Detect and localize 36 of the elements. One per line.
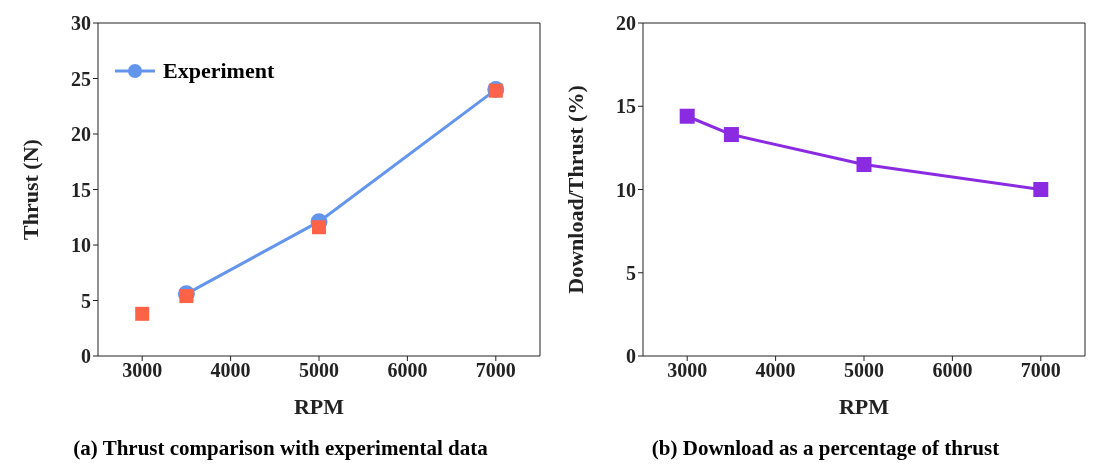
- y-tick-label: 15: [616, 95, 636, 118]
- point: [723, 127, 739, 143]
- x-tick-label: 5000: [844, 359, 884, 382]
- text: (a) Thrust comparison with experimental data: [72, 436, 489, 461]
- x-tick-label: 7000: [475, 359, 516, 382]
- point: [856, 157, 872, 173]
- point: [179, 289, 194, 304]
- x-axis-title: RPM: [838, 394, 890, 419]
- x-tick-label: 3000: [122, 359, 163, 382]
- text: (b) Download as a percentage of thrust: [650, 436, 1001, 461]
- y-tick-label: 15: [71, 178, 91, 201]
- y-axis-title: Download/Thrust (%): [562, 85, 588, 294]
- y-axis-title: Thrust (N): [17, 139, 43, 240]
- y-tick-label: 20: [616, 12, 636, 35]
- x-tick-label: 6000: [932, 359, 973, 382]
- point: [1033, 182, 1049, 197]
- y-tick-label: 10: [616, 178, 636, 201]
- x-tick-label: 4000: [755, 359, 796, 382]
- x-tick-label: 6000: [387, 359, 428, 382]
- y-tick-label: 20: [71, 123, 91, 146]
- x-tick-label: 7000: [1020, 359, 1061, 382]
- y-tick-label: 0: [626, 345, 636, 368]
- y-tick-label: 10: [71, 234, 91, 257]
- y-tick-label: 0: [81, 345, 91, 368]
- x-tick-label: 5000: [299, 359, 339, 382]
- legend-label: Experiment: [163, 58, 275, 84]
- point: [135, 306, 150, 321]
- y-tick-label: 30: [71, 12, 91, 35]
- point: [312, 220, 326, 235]
- x-tick-label: 4000: [210, 359, 251, 382]
- y-tick-label: 25: [71, 67, 91, 90]
- y-tick-label: 5: [81, 289, 91, 312]
- x-axis-title: RPM: [293, 394, 345, 419]
- y-tick-label: 5: [626, 261, 636, 284]
- point: [679, 108, 695, 124]
- x-tick-label: 3000: [667, 359, 708, 382]
